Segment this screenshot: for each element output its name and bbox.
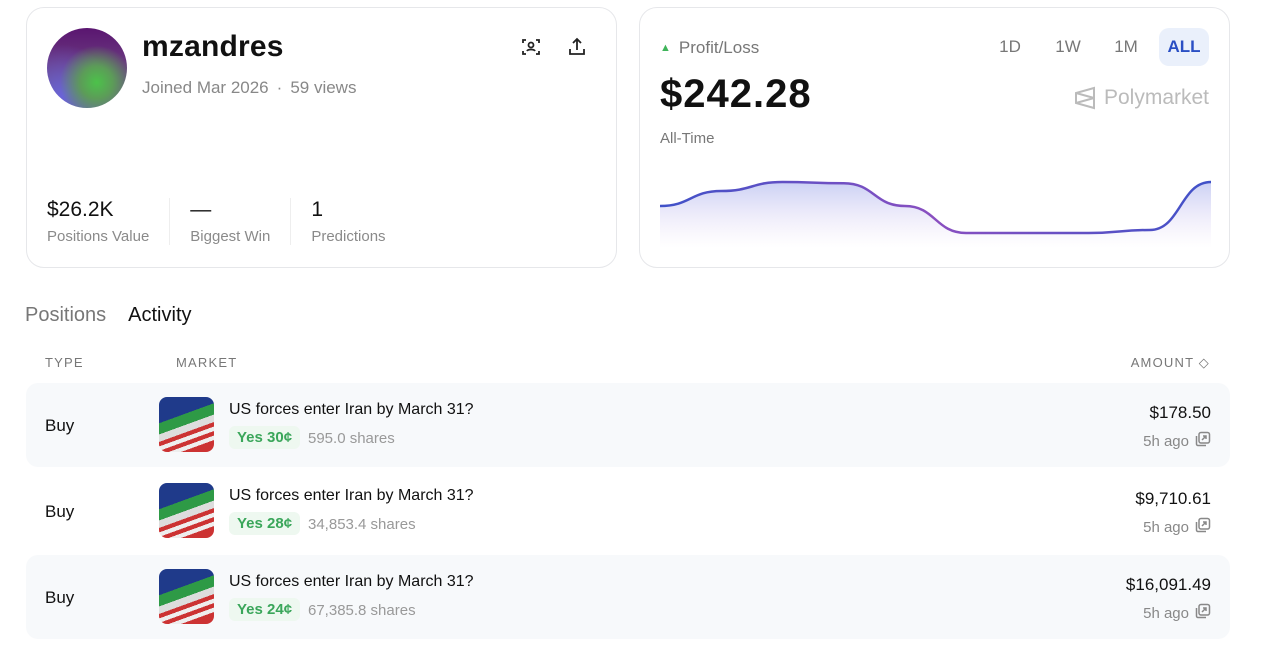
username: mzandres [142, 30, 284, 63]
avatar [47, 28, 127, 108]
share-upload-icon[interactable] [566, 36, 588, 58]
stat-item: 1 Predictions [311, 198, 405, 245]
trade-time: 5h ago [1143, 517, 1211, 537]
sort-icon: ◇ [1198, 355, 1210, 370]
market-thumbnail [159, 483, 214, 538]
outcome-badge: Yes 24¢ [229, 598, 301, 621]
time-ago: 5h ago [1143, 432, 1189, 450]
time-ago: 5h ago [1143, 518, 1189, 536]
external-link-icon[interactable] [1195, 517, 1211, 537]
share-count: 595.0 shares [308, 430, 395, 447]
trade-type: Buy [45, 416, 75, 435]
range-1w[interactable]: 1W [1055, 37, 1081, 56]
market-title[interactable]: US forces enter Iran by March 31? [229, 573, 474, 590]
range-1d[interactable]: 1D [999, 37, 1021, 56]
stat-item: — Biggest Win [190, 198, 292, 245]
header-type: TYPE [45, 355, 84, 370]
trade-type: Buy [45, 502, 75, 521]
trade-time: 5h ago [1143, 603, 1211, 623]
outcome-badge: Yes 30¢ [229, 426, 301, 449]
share-count: 67,385.8 shares [308, 602, 416, 619]
pnl-card: ▲ Profit/Loss 1D 1W 1M ALL $242.28 All-Time … [639, 7, 1230, 268]
pnl-period: All-Time [660, 130, 715, 147]
market-title[interactable]: US forces enter Iran by March 31? [229, 487, 474, 504]
face-scan-icon[interactable] [520, 36, 542, 58]
time-ago: 5h ago [1143, 604, 1189, 622]
triangle-up-icon: ▲ [660, 42, 671, 54]
range-1m[interactable]: 1M [1114, 37, 1138, 56]
polymarket-logo: Polymarket [1074, 86, 1209, 110]
outcome-badge: Yes 28¢ [229, 512, 301, 535]
pnl-chart [660, 180, 1211, 248]
stat-label: Positions Value [47, 228, 150, 245]
view-count: 59 views [290, 78, 357, 97]
header-amount[interactable]: AMOUNT ◇ [1131, 355, 1210, 371]
header-amount-label: AMOUNT [1130, 355, 1194, 370]
pnl-value: $242.28 [660, 72, 812, 116]
external-link-icon[interactable] [1195, 603, 1211, 623]
stat-value: 1 [311, 198, 324, 221]
external-link-icon[interactable] [1195, 431, 1211, 451]
header-market: MARKET [176, 355, 238, 370]
range-all[interactable]: ALL [1159, 28, 1209, 66]
stat-label: Predictions [311, 228, 386, 245]
chart-area [660, 182, 1211, 248]
stat-value: $26.2K [47, 198, 114, 221]
market-thumbnail [159, 569, 214, 624]
joined-date: Joined Mar 2026 [142, 78, 269, 97]
tab-positions[interactable]: Positions [25, 304, 107, 326]
share-count: 34,853.4 shares [308, 516, 416, 533]
table-row[interactable]: Buy US forces enter Iran by March 31? Ye… [26, 383, 1230, 467]
stat-label: Biggest Win [190, 228, 271, 245]
trade-type: Buy [45, 588, 75, 607]
stat-item: $26.2K Positions Value [47, 198, 171, 245]
profile-card: mzandres Joined Mar 2026 · 59 views $26.2K… [26, 7, 617, 268]
separator: · [276, 78, 283, 97]
trade-amount: $178.50 [1149, 403, 1211, 422]
trade-time: 5h ago [1143, 431, 1211, 451]
pnl-label-text: Profit/Loss [678, 38, 760, 57]
table-row[interactable]: Buy US forces enter Iran by March 31? Ye… [26, 469, 1230, 553]
chart-line [660, 180, 1211, 235]
stat-value: — [190, 198, 212, 221]
market-title[interactable]: US forces enter Iran by March 31? [229, 401, 474, 418]
brand-name: Polymarket [1103, 86, 1209, 109]
pnl-label: ▲ Profit/Loss [660, 38, 759, 58]
profile-meta: Joined Mar 2026 · 59 views [142, 78, 356, 98]
market-thumbnail [159, 397, 214, 452]
trade-amount: $9,710.61 [1135, 489, 1211, 508]
tab-activity[interactable]: Activity [128, 304, 192, 326]
trade-amount: $16,091.49 [1125, 575, 1211, 594]
table-row[interactable]: Buy US forces enter Iran by March 31? Ye… [26, 555, 1230, 639]
